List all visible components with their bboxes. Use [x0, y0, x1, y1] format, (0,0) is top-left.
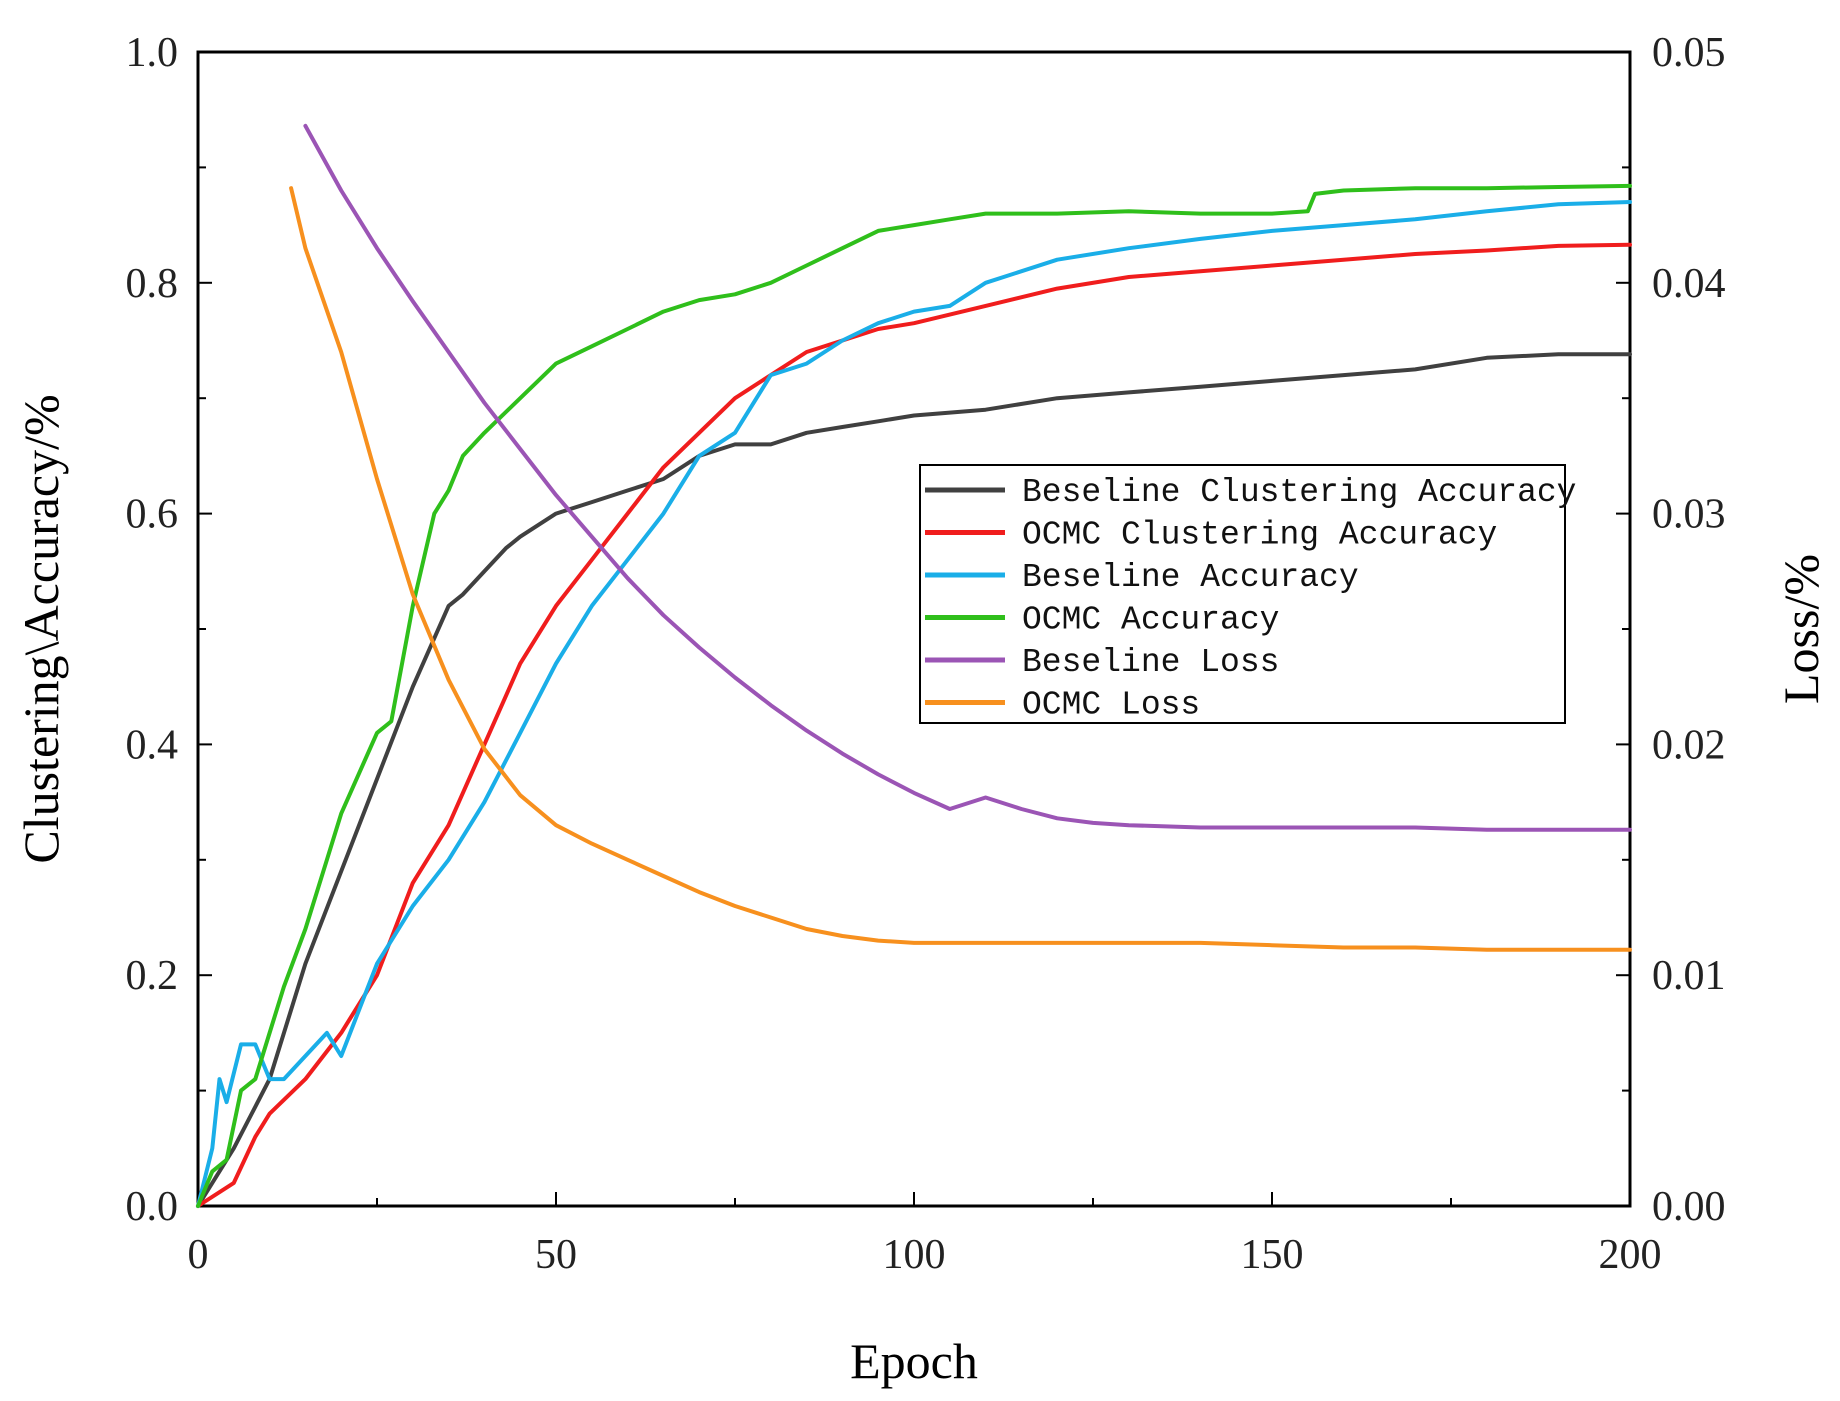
x-tick-label: 50	[535, 1232, 577, 1278]
legend: Beseline Clustering Accuracy OCMC Cluster…	[919, 464, 1577, 724]
y-axis-title: Clustering\Accuracy/%	[13, 394, 69, 863]
legend-items: Beseline Clustering Accuracy OCMC Cluster…	[925, 474, 1577, 724]
legend-label-beseline-loss: Beseline Loss	[1022, 644, 1279, 681]
y2-tick-label: 0.05	[1652, 30, 1726, 76]
y-tick-label: 0.2	[126, 953, 179, 999]
series-line-beseline-loss	[303, 123, 1632, 832]
y-tick-label: 0.6	[126, 492, 179, 538]
series-layer	[196, 123, 1632, 1208]
legend-box	[919, 464, 1566, 724]
legend-label-ocmc-loss: OCMC Loss	[1022, 687, 1200, 724]
y-axis-ticks: 0.0 0.2 0.4 0.6 0.8 1.0	[126, 30, 212, 1230]
legend-label-beseline-clustering-accuracy: Beseline Clustering Accuracy	[1022, 474, 1577, 511]
y2-tick-label: 0.00	[1652, 1184, 1726, 1230]
legend-label-beseline-accuracy: Beseline Accuracy	[1022, 559, 1359, 596]
legend-label-ocmc-clustering-accuracy: OCMC Clustering Accuracy	[1022, 517, 1497, 554]
y2-tick-label: 0.04	[1652, 261, 1726, 307]
y-tick-label: 0.8	[126, 261, 179, 307]
y2-tick-label: 0.01	[1652, 953, 1726, 999]
series-line-ocmc-loss	[289, 186, 1632, 952]
series-line-ocmc-clustering-accuracy	[196, 242, 1632, 1208]
series-line-beseline-accuracy	[196, 200, 1632, 1208]
x-tick-label: 0	[188, 1232, 209, 1278]
x-tick-label: 150	[1241, 1232, 1304, 1278]
y2-axis-ticks: 0.00 0.01 0.02 0.03 0.04 0.05	[1616, 30, 1726, 1230]
x-tick-label: 200	[1599, 1232, 1662, 1278]
series-line-ocmc-accuracy	[196, 183, 1632, 1208]
legend-label-ocmc-accuracy: OCMC Accuracy	[1022, 602, 1279, 639]
y-tick-label: 0.0	[126, 1184, 179, 1230]
x-tick-label: 100	[883, 1232, 946, 1278]
y-tick-label: 0.4	[126, 722, 179, 768]
y2-axis-title: Loss/%	[1773, 554, 1829, 704]
x-axis-ticks: 0 50 100 150 200	[188, 1192, 1662, 1278]
y2-tick-label: 0.03	[1652, 492, 1726, 538]
y2-tick-label: 0.02	[1652, 722, 1726, 768]
x-axis-title: Epoch	[850, 1333, 978, 1389]
y-tick-label: 1.0	[126, 30, 179, 76]
